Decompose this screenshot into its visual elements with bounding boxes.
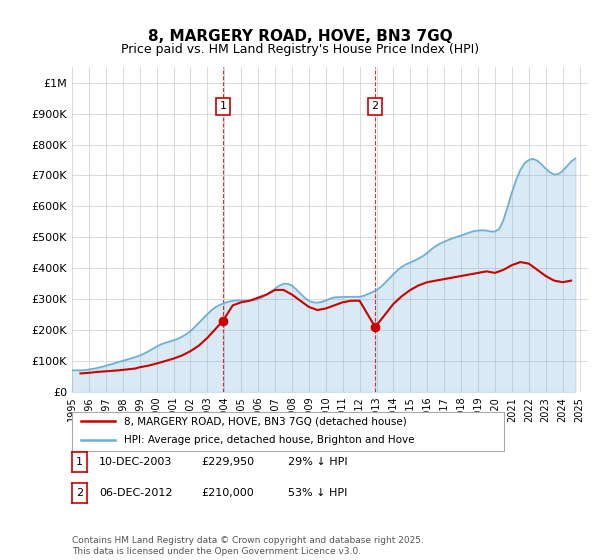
Text: 2: 2 [76,488,83,498]
Text: Price paid vs. HM Land Registry's House Price Index (HPI): Price paid vs. HM Land Registry's House … [121,43,479,56]
Text: 29% ↓ HPI: 29% ↓ HPI [288,458,347,467]
Text: 53% ↓ HPI: 53% ↓ HPI [288,488,347,498]
Text: 06-DEC-2012: 06-DEC-2012 [99,488,173,498]
Text: £210,000: £210,000 [201,488,254,498]
Text: 8, MARGERY ROAD, HOVE, BN3 7GQ: 8, MARGERY ROAD, HOVE, BN3 7GQ [148,29,452,44]
Text: 1: 1 [76,458,83,467]
Text: £229,950: £229,950 [201,458,254,467]
Text: 8, MARGERY ROAD, HOVE, BN3 7GQ (detached house): 8, MARGERY ROAD, HOVE, BN3 7GQ (detached… [124,417,407,426]
Text: 10-DEC-2003: 10-DEC-2003 [99,458,172,467]
Text: 2: 2 [371,101,379,111]
Text: HPI: Average price, detached house, Brighton and Hove: HPI: Average price, detached house, Brig… [124,435,415,445]
Text: Contains HM Land Registry data © Crown copyright and database right 2025.
This d: Contains HM Land Registry data © Crown c… [72,536,424,556]
Text: 1: 1 [220,101,226,111]
